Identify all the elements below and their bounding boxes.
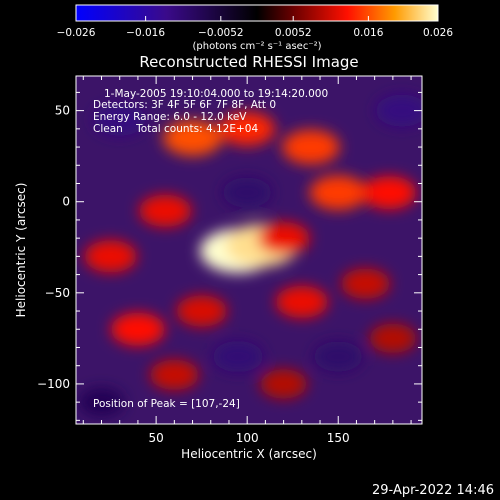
colorbar-tick-label: 0.026: [423, 27, 453, 39]
annotation-block: 1-May-2005 19:10:04.000 to 19:14:20.000 …: [93, 88, 328, 135]
emission-source: [93, 103, 146, 136]
emission-source: [110, 312, 165, 346]
emission-source: [257, 222, 310, 255]
emission-source: [369, 323, 417, 354]
colorbar-tick-label: 0.0052: [275, 27, 312, 39]
y-tick-label: 0: [62, 195, 70, 209]
emission-source: [375, 94, 422, 127]
plot-frame: [75, 75, 423, 425]
emission-map: [78, 94, 422, 417]
y-tick-label: −50: [45, 286, 70, 300]
x-tick-label: 100: [236, 431, 259, 445]
colorbar-tick-label: 0.016: [353, 27, 383, 39]
peak-position-label: Position of Peak = [107,-24]: [93, 398, 240, 410]
emission-source: [176, 295, 227, 327]
x-tick-label: 150: [327, 431, 350, 445]
emission-source: [259, 369, 308, 399]
emission-source: [84, 240, 137, 273]
y-tick-label: −100: [37, 377, 70, 391]
emission-source: [341, 268, 391, 299]
annotation-detectors: Detectors: 3F 4F 5F 6F 7F 8F, Att 0: [93, 99, 276, 111]
emission-source: [163, 120, 223, 156]
annotation-clean-counts: Clean Total counts: 4.12E+04: [93, 123, 258, 135]
colorbar-tick-label: −0.026: [57, 27, 96, 39]
y-tick-label: 50: [55, 104, 70, 118]
colorbar-unit-label: (photons cm⁻² s⁻¹ asec⁻²): [192, 41, 321, 52]
emission-source: [219, 111, 276, 146]
colorbar-tick-label: −0.016: [126, 27, 165, 39]
emission-source: [309, 175, 367, 210]
axis-ticks: 50 100 150 −100 −50 0 50: [37, 76, 422, 445]
emission-source: [275, 285, 328, 319]
emission-source: [78, 387, 125, 417]
chart-title: Reconstructed RHESSI Image: [139, 53, 358, 71]
emission-source: [212, 340, 264, 373]
colorbar: [76, 5, 438, 21]
emission-source: [282, 129, 340, 165]
footer-timestamp: 29-Apr-2022 14:46: [372, 483, 494, 498]
y-axis-label: Heliocentric Y (arcsec): [14, 183, 28, 318]
emission-source: [313, 341, 363, 372]
colorbar-tick-label: −0.0052: [198, 27, 244, 39]
colorbar-frame: [75, 4, 439, 22]
annotation-energy-range: Energy Range: 6.0 - 12.0 keV: [93, 111, 247, 123]
emission-source: [149, 359, 199, 391]
emission-source: [139, 194, 192, 227]
emission-source: [362, 176, 417, 210]
x-tick-label: 50: [148, 431, 163, 445]
colorbar-ticks: −0.026 −0.016 −0.0052 0.0052 0.016 0.026: [57, 16, 453, 39]
annotation-time-range: 1-May-2005 19:10:04.000 to 19:14:20.000: [104, 88, 328, 100]
emission-source: [222, 177, 272, 208]
x-axis-label: Heliocentric X (arcsec): [181, 447, 317, 461]
plot-area: 50 100 150 −100 −50 0 50: [37, 75, 423, 445]
